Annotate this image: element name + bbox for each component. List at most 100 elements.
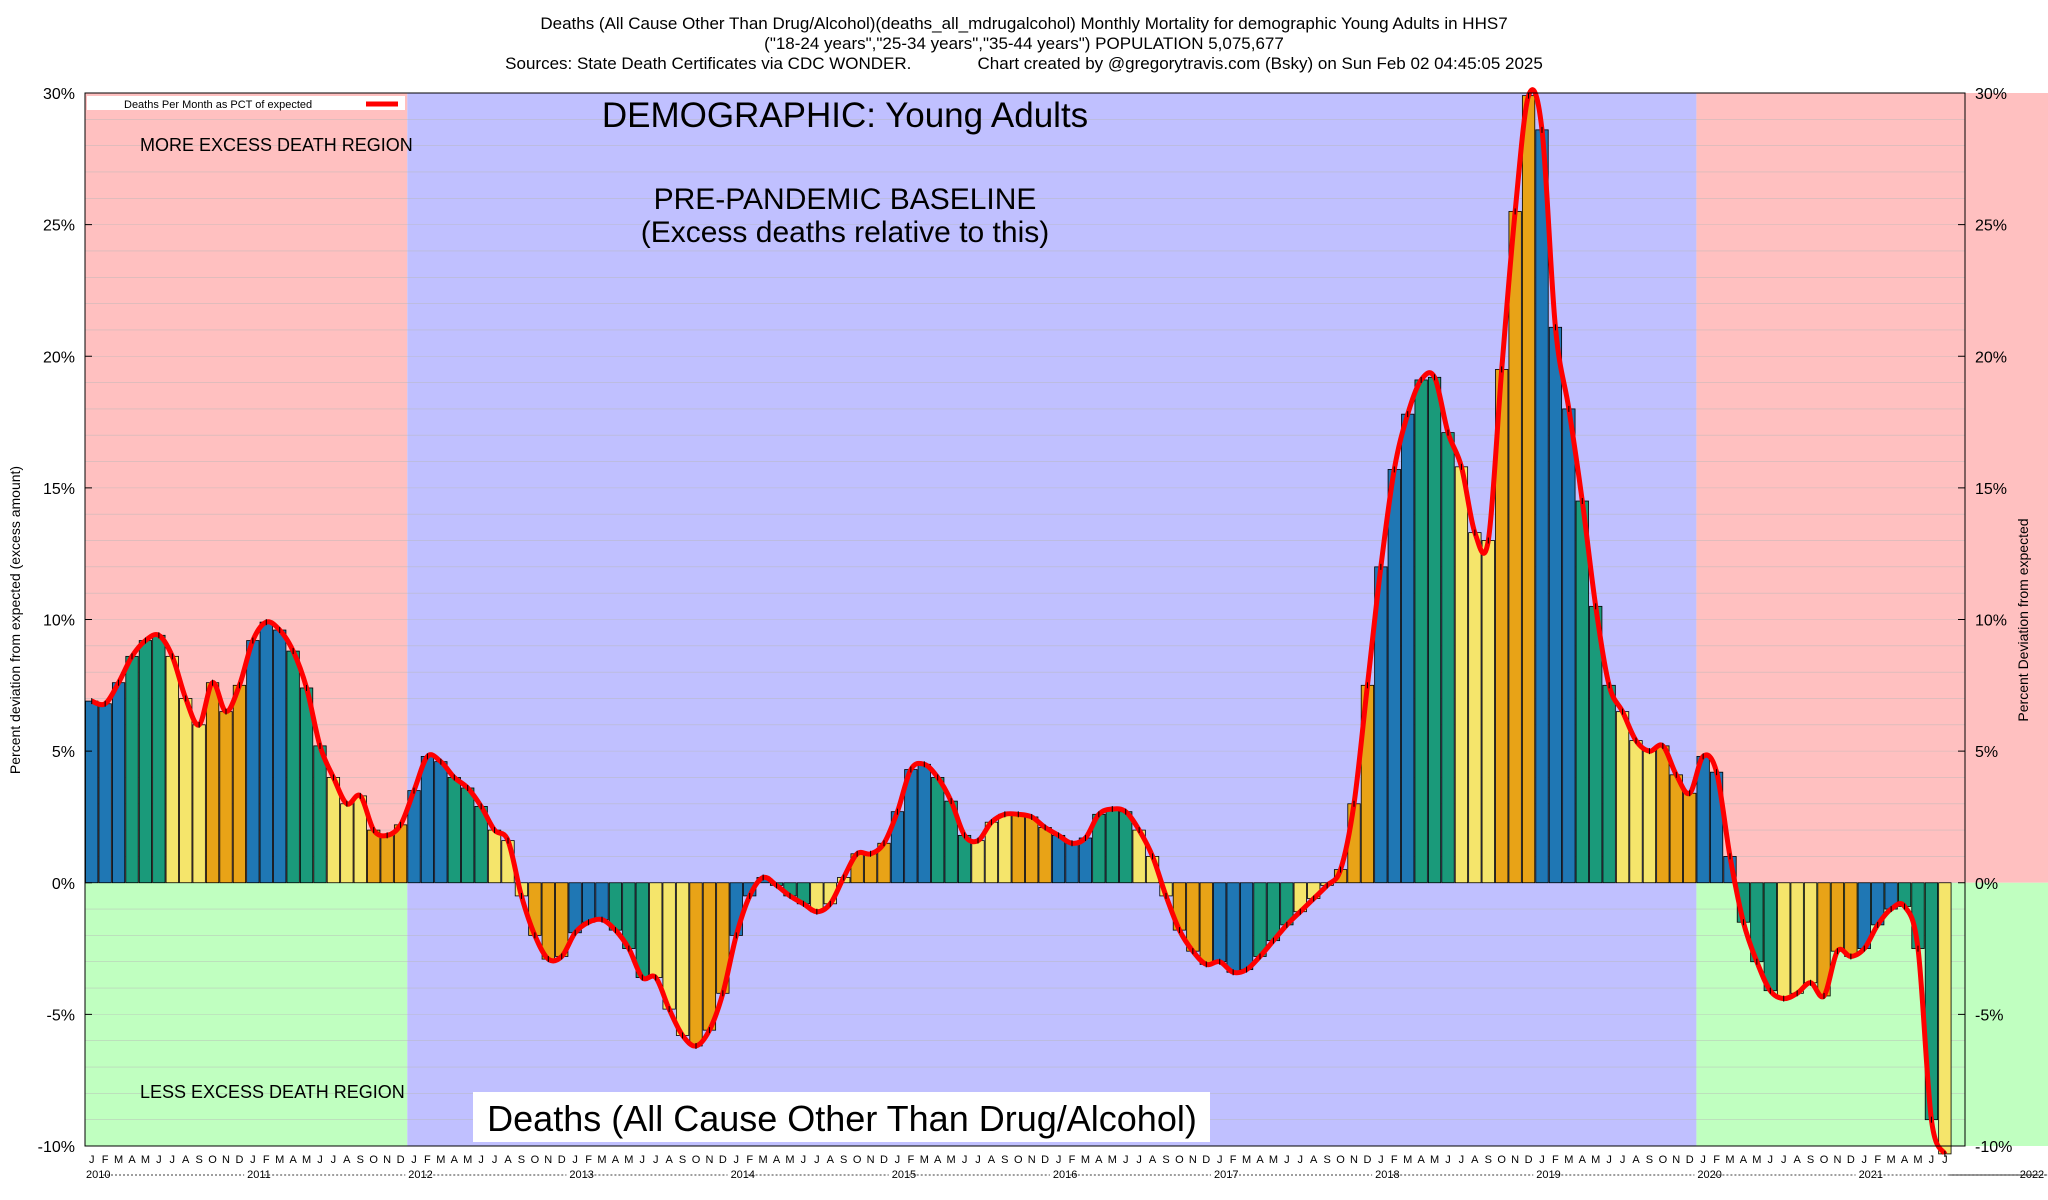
x-month-label: D xyxy=(880,1154,888,1166)
y-tick-label: 25% xyxy=(43,218,75,235)
data-bar xyxy=(111,682,126,884)
x-month-label: F xyxy=(102,1154,109,1166)
more-region-label: MORE EXCESS DEATH REGION xyxy=(140,135,413,155)
x-month-label: M xyxy=(275,1154,284,1166)
data-bar xyxy=(1387,469,1401,884)
x-month-label: N xyxy=(1511,1154,1519,1166)
chart-title-line1: Deaths (All Cause Other Than Drug/Alcoho… xyxy=(540,14,1508,33)
baseline-sublabel: (Excess deaths relative to this) xyxy=(641,216,1050,249)
data-bar xyxy=(1508,211,1522,884)
data-bar xyxy=(1401,413,1415,884)
data-bar xyxy=(931,777,945,884)
data-bar xyxy=(85,700,99,884)
data-bar xyxy=(447,777,461,884)
x-month-label: M xyxy=(1564,1154,1573,1166)
data-bar xyxy=(702,882,717,1031)
bottom-title: Deaths (All Cause Other Than Drug/Alcoho… xyxy=(487,1098,1197,1139)
y-tick-label-right: -10% xyxy=(1975,1139,2012,1156)
data-bar xyxy=(259,621,273,884)
x-month-label: J xyxy=(1700,1154,1706,1166)
data-bar xyxy=(1199,882,1213,965)
x-month-label: M xyxy=(1269,1154,1278,1166)
x-month-label: A xyxy=(1310,1154,1318,1166)
x-year-label: 2014 xyxy=(731,1169,755,1181)
x-month-label: A xyxy=(1579,1154,1587,1166)
x-month-label: A xyxy=(665,1154,673,1166)
x-month-label: D xyxy=(1686,1154,1694,1166)
x-month-label: M xyxy=(1752,1154,1761,1166)
x-month-label: A xyxy=(504,1154,512,1166)
x-month-label: D xyxy=(1363,1154,1371,1166)
y-tick-label: 10% xyxy=(43,613,75,630)
x-month-label: O xyxy=(1659,1154,1668,1166)
x-month-label: N xyxy=(1833,1154,1841,1166)
x-month-label: D xyxy=(397,1154,405,1166)
data-bar xyxy=(1642,750,1657,884)
axes: -10% -10% -5% -5% 0% 0% 5% 5% 10% 10% 15% 15% 20% 20%… xyxy=(7,86,2048,1181)
x-month-label: J xyxy=(170,1154,176,1166)
data-bar xyxy=(1065,842,1079,884)
x-month-label: J xyxy=(478,1154,484,1166)
data-bar xyxy=(1213,882,1227,963)
x-month-label: J xyxy=(1123,1154,1129,1166)
data-bar xyxy=(1562,408,1576,884)
x-year-label: 2021 xyxy=(1859,1169,1883,1181)
x-month-label: F xyxy=(1230,1154,1237,1166)
data-bar xyxy=(689,882,703,1047)
x-month-label: D xyxy=(719,1154,727,1166)
x-year-label: 2018 xyxy=(1375,1169,1399,1181)
data-bar xyxy=(1938,882,1952,1155)
x-month-label: M xyxy=(1081,1154,1090,1166)
data-bar xyxy=(635,882,649,978)
data-bar xyxy=(1038,827,1052,884)
x-month-label: N xyxy=(544,1154,552,1166)
y-tick-label: 0% xyxy=(52,876,75,893)
x-year-label: 2016 xyxy=(1053,1169,1077,1181)
x-month-label: F xyxy=(1874,1154,1881,1166)
x-month-label: M xyxy=(1591,1154,1600,1166)
x-month-label: J xyxy=(1459,1154,1465,1166)
data-bar xyxy=(179,698,193,884)
data-bar xyxy=(1105,808,1119,884)
x-month-label: J xyxy=(975,1154,981,1166)
x-month-label: O xyxy=(692,1154,701,1166)
x-month-label: J xyxy=(1929,1154,1935,1166)
x-month-label: O xyxy=(1336,1154,1345,1166)
data-bar xyxy=(1683,792,1697,884)
data-bar xyxy=(273,629,287,884)
x-month-label: D xyxy=(1041,1154,1049,1166)
data-bar xyxy=(1656,745,1670,884)
gridlines xyxy=(85,92,1965,1147)
data-bar xyxy=(461,787,475,884)
x-month-label: J xyxy=(1136,1154,1142,1166)
x-month-label: M xyxy=(114,1154,123,1166)
x-month-label: M xyxy=(1242,1154,1251,1166)
x-month-label: M xyxy=(1913,1154,1922,1166)
y-tick-label: 5% xyxy=(52,744,75,761)
y-tick-label-right: 30% xyxy=(1975,86,2007,103)
data-bar xyxy=(1535,129,1549,884)
x-year-label: 2019 xyxy=(1536,1169,1560,1181)
x-year-label: 2013 xyxy=(569,1169,593,1181)
data-bar xyxy=(1025,816,1039,884)
x-month-label: J xyxy=(801,1154,807,1166)
data-bar xyxy=(917,763,931,884)
data-bar xyxy=(1078,837,1093,884)
x-month-label: A xyxy=(773,1154,781,1166)
x-month-label: F xyxy=(907,1154,914,1166)
x-month-label: J xyxy=(1217,1154,1223,1166)
x-month-label: O xyxy=(1497,1154,1506,1166)
x-year-label: 2010 xyxy=(86,1169,110,1181)
data-bar xyxy=(138,640,153,884)
x-month-label: J xyxy=(1056,1154,1062,1166)
y-tick-label-right: 25% xyxy=(1975,218,2007,235)
data-bar xyxy=(649,882,663,978)
x-month-label: S xyxy=(1807,1154,1814,1166)
data-bar xyxy=(1763,882,1777,992)
y-tick-label: 15% xyxy=(43,481,75,498)
x-month-label: J xyxy=(640,1154,646,1166)
legend-label: Deaths Per Month as PCT of expected xyxy=(124,99,312,111)
data-bar xyxy=(246,640,260,884)
x-month-label: F xyxy=(424,1154,431,1166)
